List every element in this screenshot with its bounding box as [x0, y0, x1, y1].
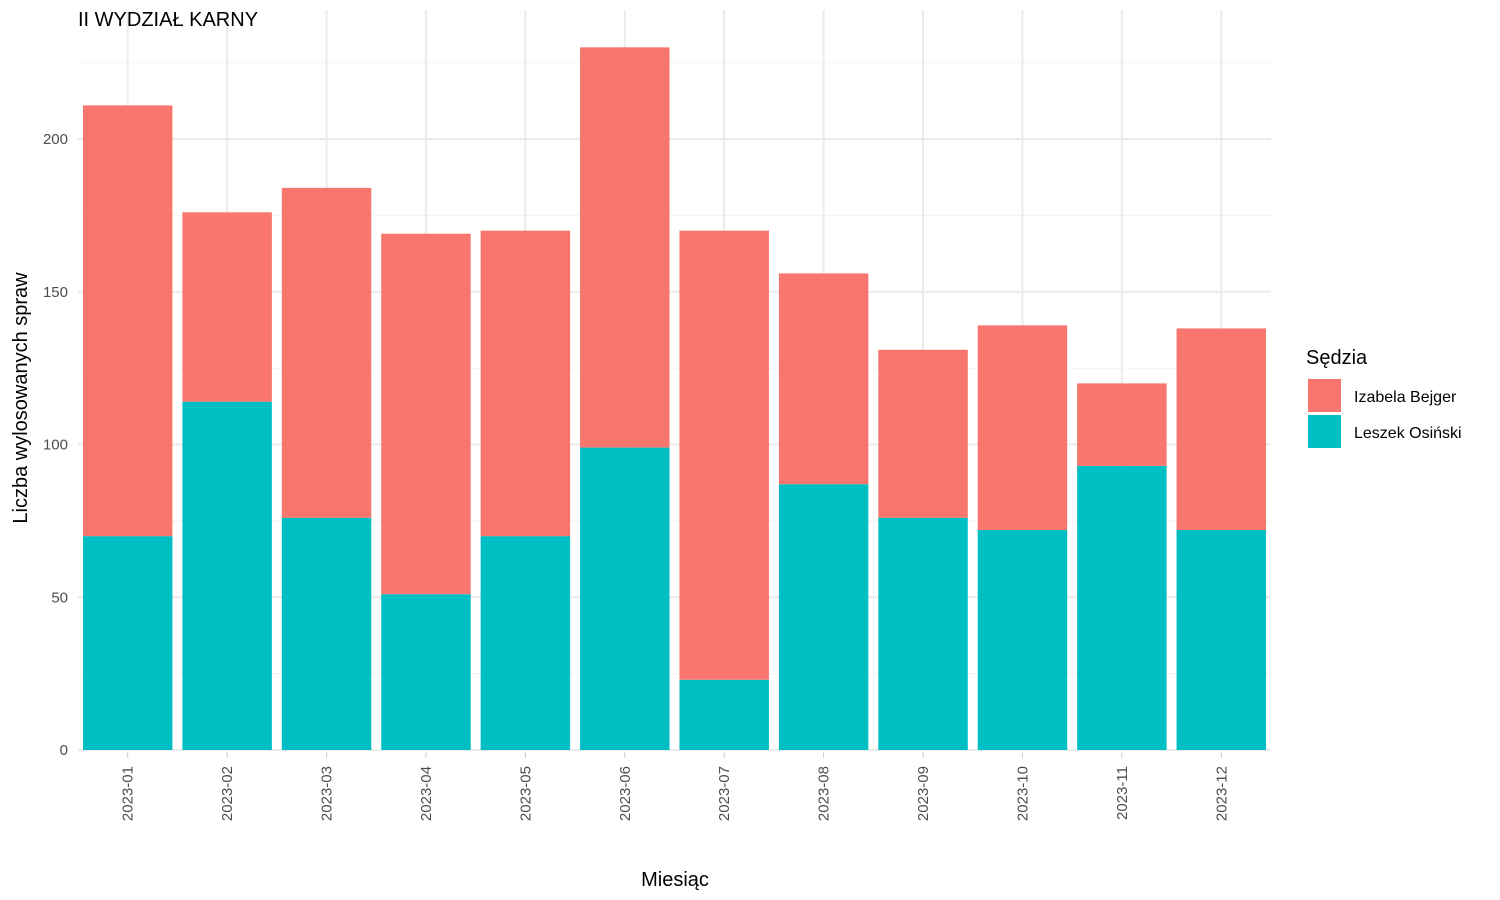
bar-izabela-bejger-2023-04 — [381, 233, 471, 595]
x-tick-label: 2023-06 — [617, 766, 634, 821]
y-tick-label: 100 — [43, 437, 68, 454]
x-tick-label: 2023-07 — [716, 766, 733, 821]
y-tick-label: 150 — [43, 284, 68, 301]
bar-leszek-osinski-2023-08 — [778, 484, 869, 750]
x-tick-label: 2023-02 — [219, 766, 236, 821]
bar-izabela-bejger-2023-06 — [580, 47, 670, 448]
bar-leszek-osinski-2023-03 — [281, 517, 372, 750]
x-tick-label: 2023-08 — [816, 766, 833, 821]
bar-leszek-osinski-2023-11 — [1077, 465, 1167, 750]
bar-izabela-bejger-2023-09 — [878, 349, 968, 518]
x-axis-ticks: 2023-01 2023-02 2023-03 2023-04 2023-05 2023-… — [120, 752, 1230, 821]
legend-key-leszek-osinski — [1308, 415, 1341, 448]
bar-izabela-bejger-2023-11 — [1077, 383, 1167, 466]
grid-minor — [78, 62, 1271, 675]
bar-leszek-osinski-2023-12 — [1176, 530, 1267, 750]
bar-leszek-osinski-2023-06 — [580, 447, 670, 750]
bar-leszek-osinski-2023-01 — [82, 536, 173, 750]
bar-leszek-osinski-2023-10 — [977, 530, 1068, 750]
bar-leszek-osinski-2023-09 — [878, 517, 968, 750]
bar-izabela-bejger-2023-10 — [977, 325, 1068, 531]
bar-izabela-bejger-2023-01 — [82, 105, 173, 537]
legend-title: Sędzia — [1306, 347, 1368, 369]
legend-label-leszek-osinski: Leszek Osiński — [1354, 425, 1462, 442]
x-tick-label: 2023-01 — [120, 766, 137, 821]
bar-izabela-bejger-2023-03 — [281, 187, 372, 518]
legend: Sędzia Izabela Bejger Leszek Osiński — [1306, 347, 1462, 448]
y-axis-title: Liczba wylosowanych spraw — [10, 272, 32, 524]
x-tick-label: 2023-11 — [1114, 766, 1131, 820]
x-tick-label: 2023-05 — [517, 766, 534, 821]
bar-leszek-osinski-2023-07 — [679, 679, 769, 750]
legend-label-izabela-bejger: Izabela Bejger — [1354, 389, 1457, 406]
x-tick-label: 2023-12 — [1213, 766, 1230, 821]
x-tick-label: 2023-09 — [915, 766, 932, 821]
x-tick-label: 2023-03 — [319, 766, 336, 821]
bar-izabela-bejger-2023-02 — [182, 212, 272, 402]
bar-leszek-osinski-2023-02 — [182, 401, 272, 750]
bar-izabela-bejger-2023-12 — [1176, 328, 1267, 531]
y-tick-label: 50 — [51, 589, 68, 606]
bar-izabela-bejger-2023-08 — [778, 273, 869, 485]
x-tick-label: 2023-04 — [418, 766, 435, 821]
x-tick-label: 2023-10 — [1014, 766, 1031, 821]
x-axis-title: Miesiąc — [641, 869, 709, 891]
legend-key-izabela-bejger — [1308, 379, 1341, 412]
y-axis-ticks: 0 50 100 150 200 — [43, 131, 68, 759]
bar-izabela-bejger-2023-05 — [480, 230, 571, 537]
bar-leszek-osinski-2023-05 — [480, 536, 571, 750]
y-tick-label: 0 — [60, 742, 68, 759]
chart-title: II WYDZIAŁ KARNY — [78, 9, 258, 31]
y-tick-label: 200 — [43, 131, 68, 148]
bar-leszek-osinski-2023-04 — [381, 594, 471, 750]
bars — [82, 47, 1267, 750]
bar-izabela-bejger-2023-07 — [679, 230, 769, 680]
